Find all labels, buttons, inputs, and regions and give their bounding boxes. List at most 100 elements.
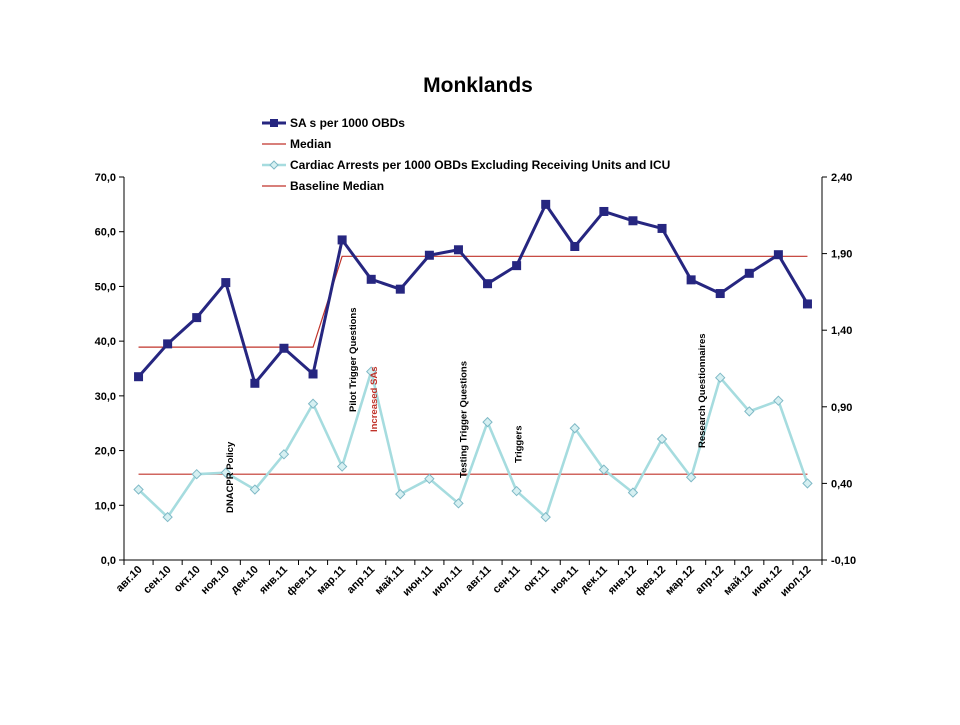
cardiac-arrest-data-point <box>802 478 813 489</box>
axes: 0,0 10,0 20,0 30,0 40,0 50,0 60,0 70,0 -0,10 0,40… <box>95 172 857 599</box>
annotation-label: Testing Trigger Questions <box>458 361 469 478</box>
annotation-label: Increased SAs <box>369 367 380 432</box>
y-left-tick-label: 70,0 <box>95 172 116 184</box>
sa-data-point <box>424 250 434 260</box>
x-tick-label: июл.11 <box>430 564 465 599</box>
sa-data-point <box>134 372 144 382</box>
cardiac-arrest-data-point <box>540 511 551 523</box>
x-tick-label: окт.10 <box>172 564 203 595</box>
cardiac-arrest-data-point <box>773 395 784 406</box>
cardiac-arrest-data-point <box>278 449 290 460</box>
series-lines <box>137 202 809 519</box>
chart-title: Monklands <box>423 74 533 97</box>
x-tick-label: мар.12 <box>663 564 697 598</box>
y-right-tick-label: 1,90 <box>831 249 852 261</box>
sa-data-point <box>308 369 318 379</box>
sa-data-point <box>657 223 667 233</box>
sa-data-point <box>279 343 289 353</box>
y-left-tick-label: 10,0 <box>95 500 116 512</box>
sa-data-point <box>773 250 783 260</box>
cardiac-arrest-data-point <box>569 423 580 434</box>
series-line-sa-per-1000-obds <box>137 202 809 385</box>
sa-data-point <box>686 275 696 285</box>
cardiac-arrest-data-point <box>627 487 639 498</box>
y-left-tick-label: 20,0 <box>95 446 116 458</box>
cardiac-arrest-data-point <box>482 416 493 428</box>
cardiac-arrest-data-point <box>395 488 406 500</box>
x-tick-label: окт.11 <box>521 564 552 595</box>
annotations: DNACPR Policy Pilot Trigger Questions Incr… <box>225 307 708 513</box>
cardiac-arrest-data-point <box>598 464 610 475</box>
annotation-label: Triggers <box>514 426 525 464</box>
cardiac-arrest-data-point <box>366 366 377 377</box>
legend-entry: Baseline Median <box>290 179 384 193</box>
legend-marker <box>270 119 278 127</box>
x-tick-label: дек.10 <box>229 564 261 596</box>
sa-data-point <box>337 235 347 245</box>
sa-data-point <box>599 206 609 216</box>
y-left-tick-label: 60,0 <box>95 227 116 239</box>
annotation-label: Pilot Trigger Questions <box>348 307 359 412</box>
series-line-median <box>138 255 808 348</box>
annotation-label: DNACPR Policy <box>225 441 236 513</box>
y-right-tick-label: 0,40 <box>831 478 852 490</box>
cardiac-arrest-data-point <box>336 461 348 472</box>
x-tick-label: апр.11 <box>345 564 378 597</box>
x-tick-label: фев.11 <box>284 564 319 599</box>
cardiac-arrest-data-point <box>424 473 435 485</box>
cardiac-arrest-data-point <box>656 433 668 445</box>
sa-data-point <box>453 245 463 255</box>
cardiac-arrest-data-point <box>162 511 173 523</box>
x-tick-label: июн.11 <box>400 564 435 599</box>
cardiac-arrest-data-point <box>511 485 522 497</box>
x-tick-label: авг.11 <box>463 564 493 594</box>
y-left-tick-label: 0,0 <box>101 555 116 567</box>
sa-data-point <box>366 274 376 284</box>
y-right-tick-label: 2,40 <box>831 172 852 184</box>
sa-data-point <box>395 284 405 294</box>
x-tick-label: июл.12 <box>778 564 813 599</box>
cardiac-arrest-data-point <box>191 469 202 480</box>
series-line-cardiac-arrests <box>137 370 809 519</box>
y-right-tick-label: 0,90 <box>831 402 852 414</box>
sa-data-point <box>250 378 260 388</box>
y-right-tick-label: -0,10 <box>831 555 856 567</box>
sa-data-point <box>163 339 173 349</box>
x-tick-label: сен.10 <box>141 564 174 597</box>
x-tick-label: июн.12 <box>749 564 784 599</box>
x-tick-label: мар.11 <box>315 564 349 598</box>
sa-data-point <box>744 268 754 278</box>
legend-entry: SA s per 1000 OBDs <box>290 116 405 130</box>
x-tick-label: фев.12 <box>633 564 668 599</box>
legend: SA s per 1000 OBDs Median Cardiac Arrests … <box>262 116 670 193</box>
sa-data-point <box>541 199 551 209</box>
y-left-tick-label: 30,0 <box>95 391 116 403</box>
cardiac-arrest-data-point <box>249 484 261 495</box>
reference-lines <box>138 255 808 475</box>
sa-data-point <box>802 299 812 309</box>
data-markers <box>133 199 813 523</box>
y-left-tick-label: 50,0 <box>95 281 116 293</box>
x-tick-label: ноя.10 <box>199 564 232 597</box>
cardiac-arrest-data-point <box>220 467 231 478</box>
y-right-tick-label: 1,40 <box>831 325 852 337</box>
x-tick-label: ноя.11 <box>548 564 581 597</box>
annotation-label: Research Questionnaires <box>697 333 708 448</box>
legend-entry: Median <box>290 137 331 151</box>
y-left-tick-label: 40,0 <box>95 336 116 348</box>
cardiac-arrest-data-point <box>453 498 464 509</box>
x-tick-label: дек.11 <box>578 564 610 596</box>
sa-data-point <box>628 216 638 226</box>
sa-data-point <box>192 313 202 323</box>
x-tick-label: апр.12 <box>693 564 726 597</box>
cardiac-arrest-data-point <box>685 472 697 483</box>
sa-data-point <box>512 261 522 271</box>
cardiac-arrest-data-point <box>133 484 144 495</box>
sa-data-point <box>221 278 231 288</box>
sa-data-point <box>483 279 493 289</box>
x-tick-label: сен.11 <box>491 564 523 596</box>
legend-marker <box>269 160 279 170</box>
sa-data-point <box>715 289 725 299</box>
